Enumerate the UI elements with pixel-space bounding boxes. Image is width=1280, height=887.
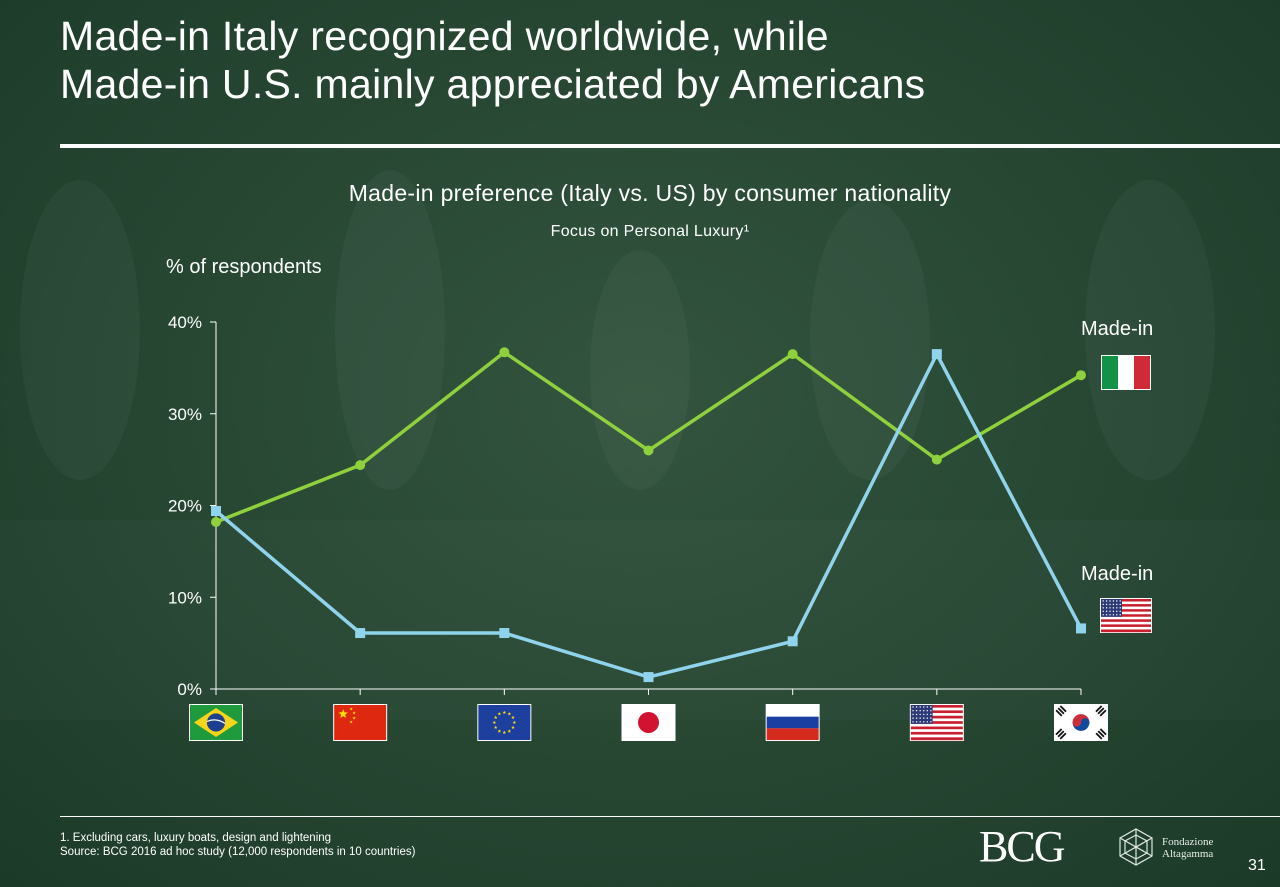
slide-title-line-2: Made-in U.S. mainly appreciated by Ameri… <box>60 61 926 107</box>
y-tick-label: 0% <box>177 680 202 699</box>
y-tick-label: 10% <box>168 588 202 607</box>
altagamma-line-1: Fondazione <box>1162 836 1214 848</box>
flag-usa-icon <box>909 704 964 741</box>
bcg-logo: BCG <box>979 822 1065 871</box>
series-line-0 <box>215 350 1082 524</box>
legend-flag-italy-icon <box>1101 355 1151 390</box>
data-point <box>643 672 654 683</box>
data-point <box>355 628 366 639</box>
flag-south-korea-icon <box>1054 704 1108 741</box>
data-point <box>355 460 366 471</box>
data-point <box>499 347 510 358</box>
data-point <box>931 349 942 360</box>
flag-japan-icon <box>621 704 676 741</box>
chart-subtitle: Focus on Personal Luxury¹ <box>550 223 750 240</box>
source-note: Source: BCG 2016 ad hoc study (12,000 re… <box>60 846 416 858</box>
legend-flag-usa-icon <box>1100 598 1152 633</box>
data-point <box>931 454 942 465</box>
flag-china-icon <box>333 704 388 741</box>
y-tick-label: 30% <box>168 405 202 424</box>
data-point <box>787 636 798 647</box>
data-point <box>499 628 510 639</box>
altagamma-logo-icon <box>1119 828 1153 866</box>
title-divider <box>60 144 1280 148</box>
y-tick-label: 40% <box>168 313 202 332</box>
slide-title: Made-in Italy recognized worldwide, whil… <box>60 12 1220 108</box>
data-point <box>643 445 654 456</box>
slide-title-line-1: Made-in Italy recognized worldwide, whil… <box>60 13 829 59</box>
footnote: 1. Excluding cars, luxury boats, design … <box>60 831 415 859</box>
page-number: 31 <box>1248 857 1266 874</box>
y-axis-label: % of respondents <box>166 256 322 278</box>
footer-divider <box>60 816 1280 817</box>
data-point <box>211 517 221 528</box>
altagamma-line-2: Altagamma <box>1162 848 1214 860</box>
series-line-1 <box>214 352 1083 679</box>
series-label-usa: Made-in <box>1081 563 1154 585</box>
footnote-1: 1. Excluding cars, luxury boats, design … <box>60 832 332 844</box>
chart-title: Made-in preference (Italy vs. US) by con… <box>348 180 952 206</box>
data-point <box>1076 623 1086 634</box>
flag-russia-icon <box>765 704 820 741</box>
flag-eu-icon <box>477 704 532 741</box>
flag-brazil-icon <box>189 704 243 741</box>
data-point <box>787 349 798 360</box>
data-point <box>211 506 221 517</box>
data-point <box>1076 370 1086 381</box>
altagamma-logo-text: Fondazione Altagamma <box>1162 836 1213 860</box>
y-tick-label: 20% <box>168 497 202 516</box>
series-label-italy: Made-in <box>1081 318 1154 340</box>
